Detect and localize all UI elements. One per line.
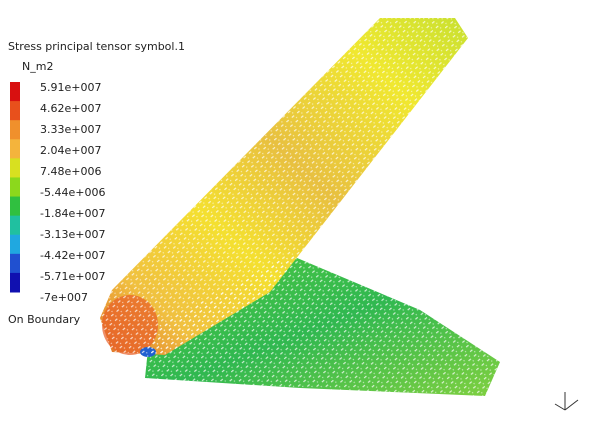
legend-label: 5.91e+007 bbox=[40, 81, 101, 94]
axis-triad bbox=[555, 392, 578, 410]
legend-label: 2.04e+007 bbox=[40, 144, 101, 157]
color-swatch bbox=[10, 216, 20, 236]
color-swatch bbox=[10, 197, 20, 217]
legend-footer: On Boundary bbox=[8, 313, 81, 326]
legend-unit: N_m2 bbox=[22, 60, 53, 73]
legend-label: 3.33e+007 bbox=[40, 123, 101, 136]
legend-label: -5.71e+007 bbox=[40, 270, 105, 283]
color-swatch bbox=[10, 120, 20, 140]
color-swatch bbox=[10, 82, 20, 102]
screenshot: Stress principal tensor symbol.1 N_m2 On… bbox=[0, 0, 592, 422]
legend-label: 4.62e+007 bbox=[40, 102, 101, 115]
color-swatch bbox=[10, 177, 20, 197]
legend: 5.91e+007 4.62e+007 3.33e+007 2.04e+007 7.48… bbox=[10, 81, 105, 304]
legend-label: -7e+007 bbox=[40, 291, 88, 304]
legend-title: Stress principal tensor symbol.1 bbox=[8, 40, 185, 53]
color-swatch bbox=[10, 254, 20, 274]
color-swatch bbox=[10, 101, 20, 121]
legend-label: -5.44e+006 bbox=[40, 186, 105, 199]
color-swatch bbox=[10, 139, 20, 159]
legend-label: 7.48e+006 bbox=[40, 165, 101, 178]
color-swatch bbox=[10, 158, 20, 178]
legend-label: -4.42e+007 bbox=[40, 249, 105, 262]
model-view bbox=[100, 18, 500, 396]
legend-label: -3.13e+007 bbox=[40, 228, 105, 241]
color-swatch bbox=[10, 235, 20, 255]
color-swatch bbox=[10, 273, 20, 293]
legend-label: -1.84e+007 bbox=[40, 207, 105, 220]
